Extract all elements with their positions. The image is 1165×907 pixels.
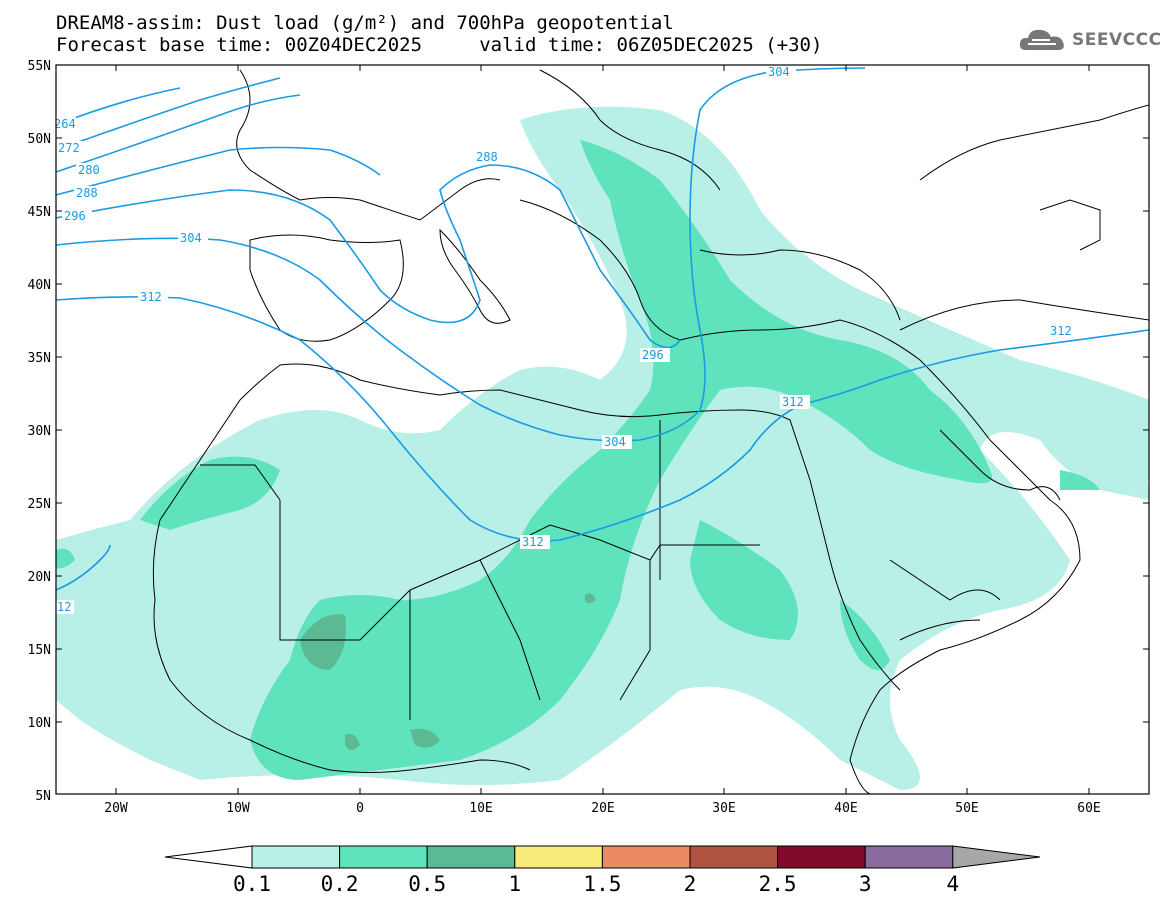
colorbar-bin-0-5 <box>426 845 516 869</box>
geopotential-contours <box>56 67 1149 591</box>
lon-label-30e: 30E <box>712 801 735 816</box>
dust-level-0-2 <box>56 140 1100 780</box>
colorbar-label-4: 4 <box>946 872 959 896</box>
contour-label-272: 272 <box>58 141 80 155</box>
longitude-labels: 20W 10W 0 10E 20E 30E 40E 50E 60E <box>104 801 1100 816</box>
lon-label-0: 0 <box>356 801 364 816</box>
lon-label-60e: 60E <box>1077 801 1100 816</box>
colorbar-label-0-2: 0.2 <box>321 872 359 896</box>
lon-label-10w: 10W <box>226 801 250 816</box>
lat-label-30n: 30N <box>28 424 51 439</box>
colorbar-label-2-5: 2.5 <box>759 872 797 896</box>
lat-label-35n: 35N <box>28 351 51 366</box>
lat-label-40n: 40N <box>28 278 51 293</box>
contour-label-296: 296 <box>64 209 86 223</box>
lat-label-20n: 20N <box>28 570 51 585</box>
contour-label-304: 304 <box>180 231 202 245</box>
colorbar-label-0-1: 0.1 <box>233 872 271 896</box>
lat-label-50n: 50N <box>28 132 51 147</box>
logo-text: SEEVCCC <box>1072 30 1162 50</box>
contour-label-312-sahara: 312 <box>522 535 544 549</box>
lat-label-25n: 25N <box>28 497 51 512</box>
lat-label-45n: 45N <box>28 205 51 220</box>
colorbar-bin-0-2 <box>339 845 428 869</box>
latitude-axis <box>56 137 1149 723</box>
coastlines <box>152 69 1149 794</box>
colorbar-labels: 0.1 0.2 0.5 1 1.5 2 2.5 3 4 <box>233 872 959 896</box>
map-title: DREAM8-assim: Dust load (g/m²) and 700hP… <box>56 12 674 34</box>
seevccc-logo: SEEVCCC <box>1018 26 1162 54</box>
colorbar-label-3: 3 <box>859 872 872 896</box>
lon-label-10e: 10E <box>469 801 492 816</box>
colorbar-bin-2 <box>689 845 779 869</box>
contour-labels: 264 272 280 288 296 304 312 288 304 296 … <box>54 65 1078 614</box>
lon-label-50e: 50E <box>955 801 978 816</box>
lat-label-15n: 15N <box>28 643 51 658</box>
contour-label-296-aegean: 296 <box>642 348 664 362</box>
contour-label-312: 312 <box>140 290 162 304</box>
lat-label-5n: 5N <box>35 789 51 804</box>
lat-label-10n: 10N <box>28 716 51 731</box>
contour-label-312-mideast: 312 <box>782 395 804 409</box>
longitude-axis <box>115 65 1090 794</box>
cloud-icon <box>1019 29 1064 50</box>
colorbar-under-arrow <box>164 845 253 869</box>
colorbar-bin-0-1 <box>251 845 341 869</box>
contour-label-288: 288 <box>76 186 98 200</box>
contour-label-12-west: 12 <box>57 600 71 614</box>
contour-label-264: 264 <box>54 117 76 131</box>
contour-label-288-alps: 288 <box>476 150 498 164</box>
colorbar-label-1: 1 <box>508 872 521 896</box>
dust-level-0-5 <box>300 593 596 750</box>
colorbar-bin-2-5 <box>777 845 866 869</box>
contour-label-312-east: 312 <box>1050 324 1072 338</box>
colorbar-label-1-5: 1.5 <box>583 872 621 896</box>
colorbar-label-0-5: 0.5 <box>408 872 446 896</box>
contour-label-280: 280 <box>78 163 100 177</box>
colorbar-label-2: 2 <box>684 872 697 896</box>
colorbar-bin-3 <box>864 845 954 869</box>
colorbar-bin-1 <box>514 845 603 869</box>
lon-label-20w: 20W <box>104 801 128 816</box>
lon-label-20e: 20E <box>591 801 614 816</box>
colorbar-bin-1-5 <box>601 845 691 869</box>
latitude-labels: 55N 50N 45N 40N 35N 30N 25N 20N 15N 10N … <box>28 59 51 804</box>
colorbar-over-arrow <box>952 845 1041 869</box>
contour-label-304-libya: 304 <box>604 435 626 449</box>
colorbar <box>164 845 1041 869</box>
lat-label-55n: 55N <box>28 59 51 74</box>
contour-label-304-north: 304 <box>768 65 790 79</box>
lon-label-40e: 40E <box>834 801 857 816</box>
map-subtitle: Forecast base time: 00Z04DEC2025 valid t… <box>56 34 823 56</box>
